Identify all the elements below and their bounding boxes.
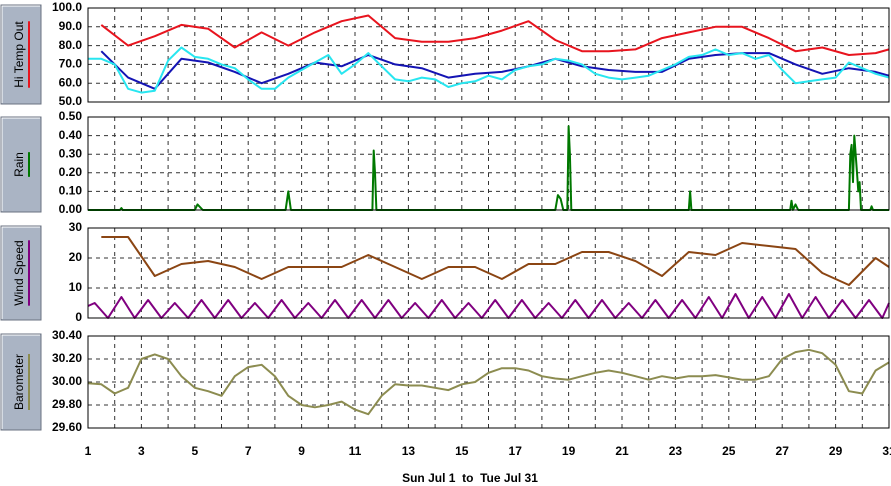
button-label-group: Hi Temp Out	[12, 21, 30, 88]
button-bevel	[1, 117, 40, 211]
y-tick-label: 30.00	[52, 374, 82, 388]
x-tick-label: 31	[882, 444, 891, 458]
y-tick-label: 90.0	[59, 19, 83, 33]
y-tick-label: 0.30	[59, 146, 83, 160]
panel-label: Barometer	[12, 354, 26, 410]
x-tick-label: 13	[402, 444, 416, 458]
plot-border	[87, 7, 890, 103]
y-tick-label: 100.0	[52, 0, 82, 14]
y-tick-label: 20	[69, 250, 83, 264]
plot-border	[87, 227, 890, 319]
x-tick-label: 1	[85, 444, 92, 458]
y-tick-label: 50.0	[59, 94, 83, 108]
plot-border	[87, 116, 890, 211]
data-line	[101, 236, 890, 286]
panel-label: Wind Speed	[12, 240, 26, 305]
panel-button	[0, 116, 42, 213]
plot-border	[87, 335, 890, 429]
data-line	[87, 293, 890, 319]
button-label-group: Rain	[12, 152, 30, 177]
y-tick-label: 30.20	[52, 351, 82, 365]
x-tick-label: 29	[829, 444, 843, 458]
button-bevel	[1, 226, 40, 319]
y-tick-label: 70.0	[59, 57, 83, 71]
y-tick-label: 0.40	[59, 128, 83, 142]
button-bevel	[1, 5, 40, 103]
panel-button	[0, 333, 42, 431]
plot-area	[88, 8, 889, 102]
panel-button	[0, 4, 42, 105]
data-line	[100, 14, 890, 56]
y-tick-label: 29.60	[52, 420, 82, 434]
y-tick-label: 60.0	[59, 75, 83, 89]
x-tick-label: 23	[669, 444, 683, 458]
y-tick-label: 0.00	[59, 202, 83, 216]
x-tick-label: 7	[245, 444, 252, 458]
y-tick-label: 80.0	[59, 38, 83, 52]
x-tick-label: 15	[455, 444, 469, 458]
data-line	[100, 50, 890, 90]
x-tick-label: 19	[562, 444, 576, 458]
x-tick-label: 21	[615, 444, 629, 458]
data-line	[87, 348, 890, 416]
button-label-group: Barometer	[12, 353, 30, 411]
x-tick-label: 11	[349, 444, 362, 458]
y-tick-label: 30	[69, 220, 83, 234]
x-axis-label: Sun Jul 1 to Tue Jul 31	[402, 471, 538, 485]
x-tick-label: 3	[138, 444, 145, 458]
x-tick-label: 27	[776, 444, 790, 458]
y-tick-label: 0	[75, 310, 82, 324]
panel-label: Rain	[12, 152, 26, 177]
y-tick-label: 30.40	[52, 328, 82, 342]
x-tick-label: 9	[298, 444, 305, 458]
x-tick-label: 17	[509, 444, 523, 458]
y-tick-label: 0.10	[59, 184, 83, 198]
panel-label: Hi Temp Out	[12, 21, 26, 88]
button-bevel	[1, 334, 40, 429]
y-tick-label: 0.50	[59, 109, 83, 123]
data-line	[88, 46, 890, 94]
panel-button	[0, 225, 42, 321]
y-tick-label: 0.20	[59, 165, 83, 179]
x-tick-label: 25	[722, 444, 736, 458]
x-tick-label: 5	[191, 444, 198, 458]
y-tick-label: 29.80	[52, 397, 82, 411]
y-tick-label: 10	[69, 280, 83, 294]
button-label-group: Wind Speed	[12, 240, 30, 306]
plot-area	[88, 117, 889, 210]
